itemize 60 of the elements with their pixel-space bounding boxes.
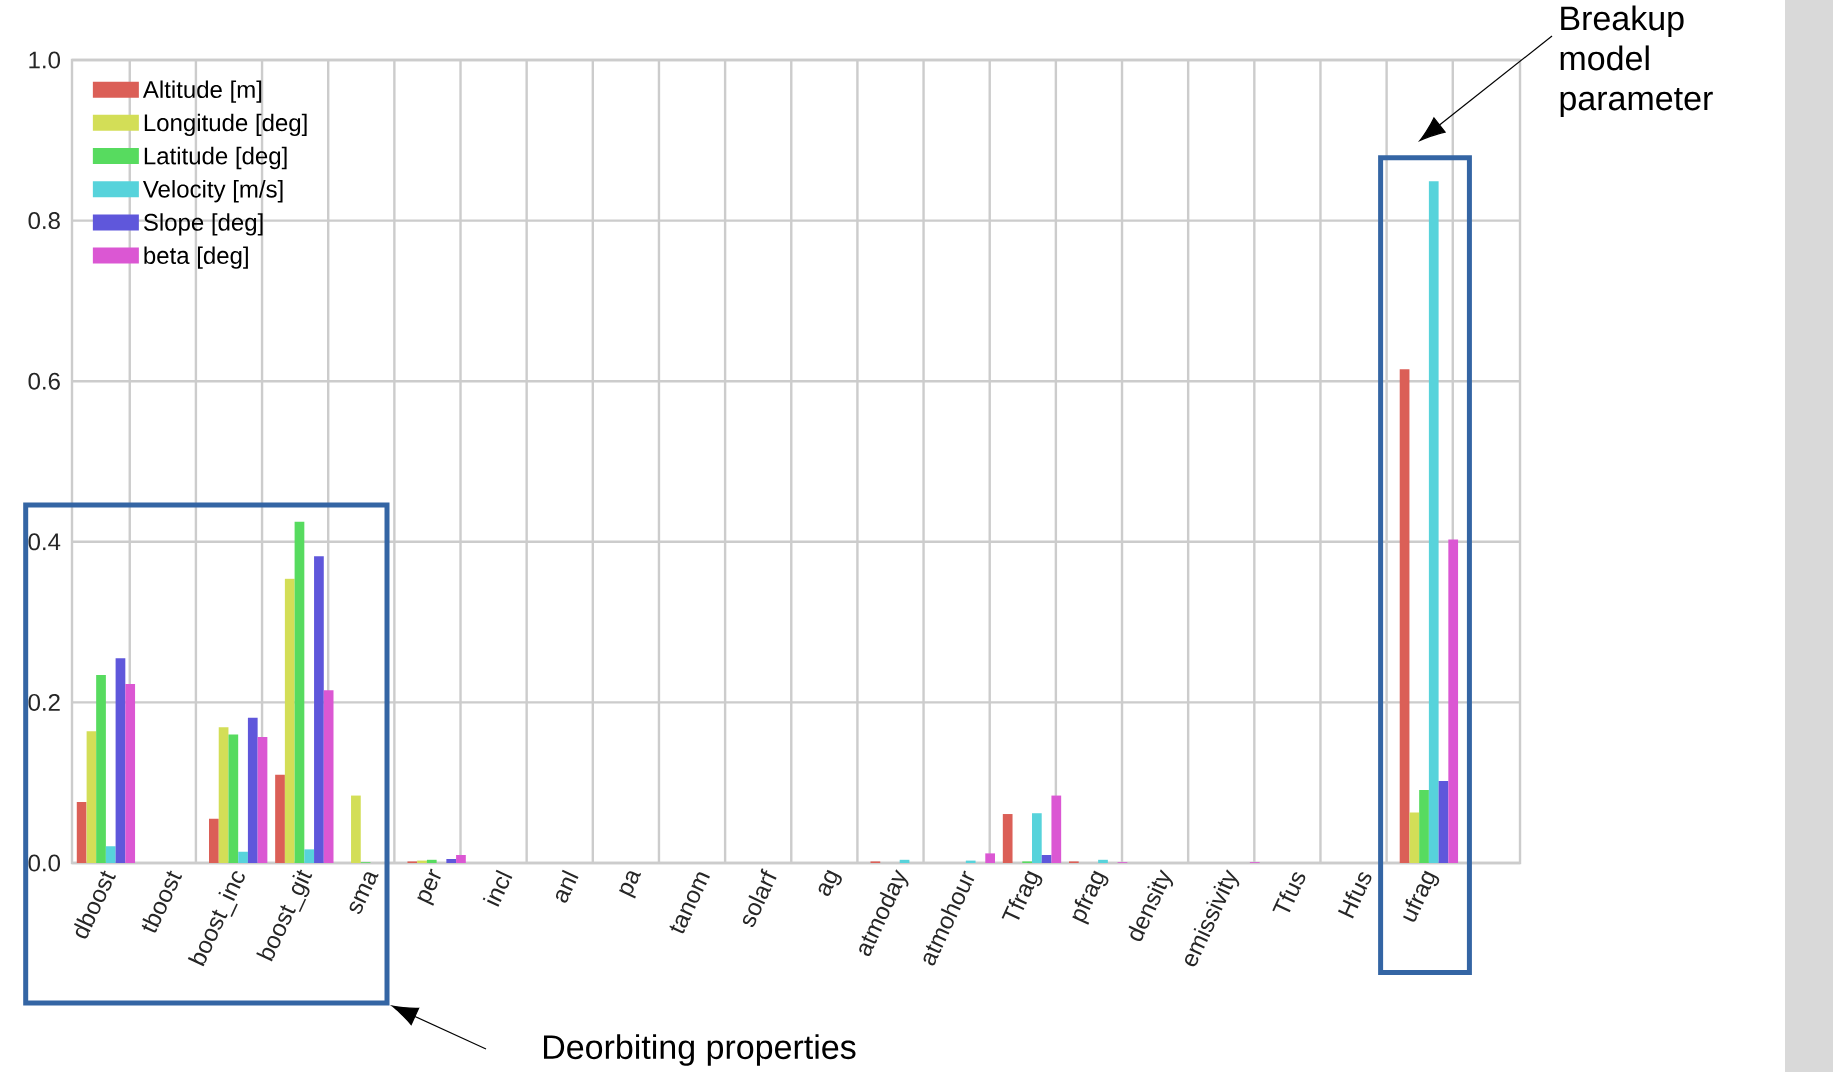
bar [257,736,268,864]
y-tick-label: 0.6 [28,372,60,390]
y-tick-label: 0.4 [28,533,61,551]
legend-label: beta [deg] [144,246,248,269]
y-tick-label: 0.0 [28,854,61,872]
bar [125,683,136,864]
x-tick-label: ag [818,869,842,896]
x-tick-label: Hfus [1337,872,1372,919]
legend-label: Altitude [m] [142,80,262,103]
bar [115,658,126,864]
bar [218,727,229,864]
x-tick-label: incl [482,869,513,907]
bar [294,521,305,864]
y-tick-label: 0.2 [28,693,60,711]
bar [1041,854,1052,864]
bar [1098,859,1108,864]
x-tick-label: sma [349,872,379,914]
bar [1409,812,1420,864]
bar [351,795,361,864]
x-tick-label: pa [619,871,642,899]
bar [1428,181,1439,864]
x-tick-label: tboost [141,870,183,933]
bar [209,818,219,864]
x-tick-label: solarf [742,868,777,928]
bar [86,731,97,864]
legend-label: Latitude [deg] [144,146,287,170]
bar [304,849,315,864]
bar [238,851,248,864]
x-tick-label: per [417,868,441,906]
y-tick-label: 0.8 [28,212,60,230]
bar [76,801,87,864]
bar [1002,814,1013,864]
bar [247,717,258,864]
legend-label: Longitude [deg] [144,113,307,137]
x-tick-label: anl [555,869,579,903]
bar [1419,789,1429,864]
bar [284,578,295,864]
x-tick-label: pfrag [1072,870,1109,925]
bar [426,859,437,864]
bar [1399,369,1410,864]
bar [1448,539,1459,864]
bar [314,556,324,864]
bar [96,675,106,864]
bar [275,774,285,864]
text: Deorbiting properties [543,1034,856,1066]
legend-label: Slope [deg] [143,213,263,236]
bar [1438,781,1449,864]
y-tick-label: 1.0 [29,51,61,69]
bar [985,853,996,864]
bar [228,734,239,864]
legend-label: Velocity [m/s] [142,180,283,203]
bar [456,854,466,864]
bar [1031,813,1042,864]
bar [323,690,334,864]
bar [446,858,457,864]
bar [105,846,116,864]
bar [1051,795,1062,864]
x-tick-label: Tfus [1272,872,1306,913]
x-tick-label: ufrag [1403,870,1440,922]
text: Breakup model parameter [1560,5,1713,118]
